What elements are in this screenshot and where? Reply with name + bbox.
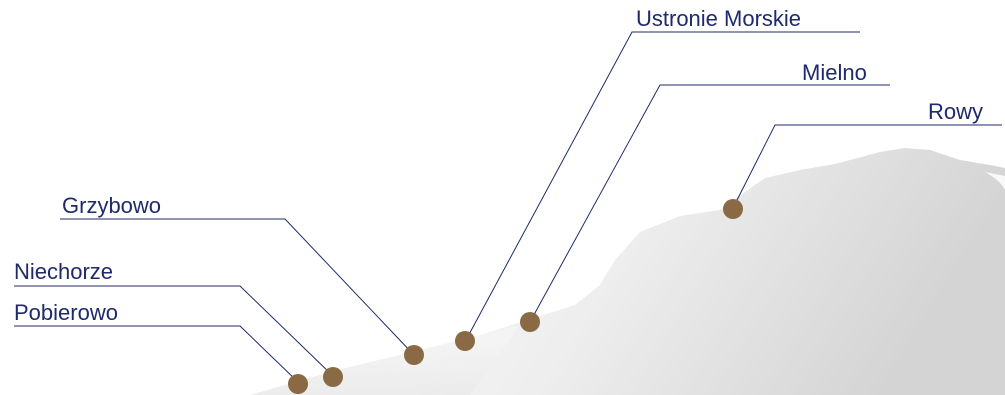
leader-line-mielno [529, 84, 890, 323]
town-marker-grzybowo[interactable] [404, 345, 424, 365]
leader-line-niechorze [14, 285, 334, 377]
town-marker-ustronie-morskie[interactable] [455, 331, 475, 351]
leader-line-grzybowo [60, 218, 414, 355]
leader-line-pobierowo [14, 325, 299, 383]
town-label-rowy[interactable]: Rowy [928, 99, 983, 124]
town-marker-rowy[interactable] [723, 199, 743, 219]
town-label-ustronie-morskie[interactable]: Ustronie Morskie [636, 6, 801, 31]
land-area [250, 148, 1005, 395]
town-label-pobierowo[interactable]: Pobierowo [14, 300, 118, 325]
land-shade [250, 325, 520, 395]
town-marker-pobierowo[interactable] [288, 374, 308, 394]
leader-line-rowy [732, 124, 1002, 209]
town-marker-mielno[interactable] [520, 312, 540, 332]
land-inlet [985, 172, 1005, 190]
town-label-niechorze[interactable]: Niechorze [14, 259, 113, 284]
leader-line-ustronie-morskie [465, 31, 860, 341]
town-label-grzybowo[interactable]: Grzybowo [62, 193, 161, 218]
town-label-mielno[interactable]: Mielno [802, 60, 867, 85]
town-marker-niechorze[interactable] [323, 367, 343, 387]
